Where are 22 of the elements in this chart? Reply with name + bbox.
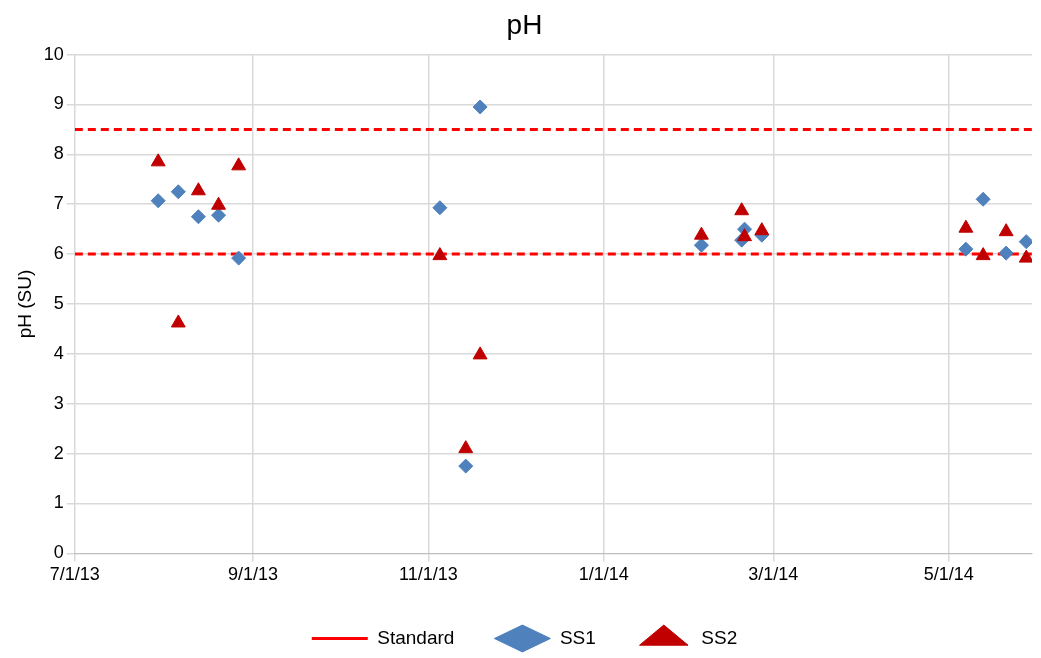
y-tick-label: 0 (53, 542, 64, 563)
y-tick-label: 7 (53, 193, 64, 214)
y-tick-label: 4 (53, 342, 64, 363)
y-tick-label: 3 (53, 392, 64, 413)
chart-title: pH (506, 8, 543, 40)
x-tick-label: 3/1/14 (748, 564, 799, 585)
y-tick-label: 8 (53, 143, 64, 164)
legend-label: SS2 (701, 626, 738, 648)
y-tick-label: 1 (53, 492, 64, 513)
x-tick-label: 7/1/13 (49, 564, 100, 585)
x-tick-label: 1/1/14 (578, 564, 629, 585)
y-tick-label: 2 (53, 442, 64, 463)
y-axis-title: pH (SU) (13, 269, 35, 339)
y-tick-label: 5 (53, 292, 64, 313)
legend-label: Standard (377, 626, 455, 648)
legend-label: SS1 (559, 626, 596, 648)
x-tick-label: 9/1/13 (228, 564, 279, 585)
y-tick-label: 6 (53, 243, 64, 264)
y-tick-label: 10 (43, 43, 64, 64)
x-tick-label: 5/1/14 (923, 564, 974, 585)
y-tick-label: 9 (53, 93, 64, 114)
x-tick-label: 11/1/13 (399, 564, 458, 585)
